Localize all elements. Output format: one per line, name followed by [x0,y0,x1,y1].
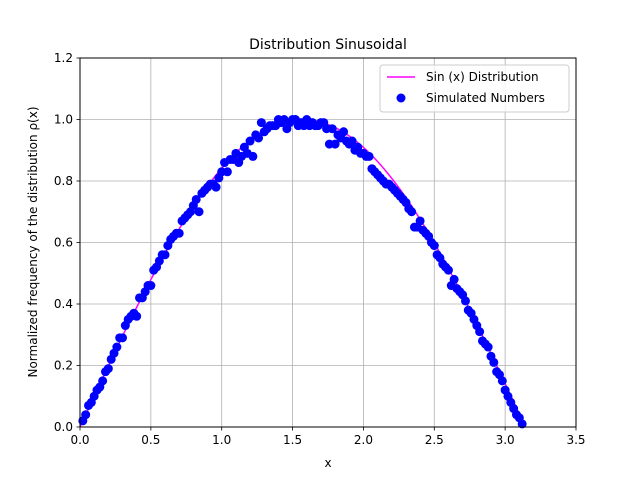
simulated-point [364,151,374,161]
simulated-point [489,357,499,367]
simulated-point [222,167,232,177]
simulated-point [475,327,485,337]
simulated-point [103,364,113,374]
simulated-point [174,228,184,238]
x-tick-label: 1.0 [212,433,231,447]
simulated-point [256,118,266,128]
x-axis: 0.0 0.5 1.0 1.5 2.0 2.5 3.0 3.5 [70,427,586,447]
simulated-point [118,333,128,343]
simulated-point [497,376,507,386]
y-tick-label: 0.8 [54,174,73,188]
simulated-point [449,274,459,284]
x-tick-label: 2.5 [425,433,444,447]
simulated-point [254,133,264,143]
simulated-point [407,207,417,217]
simulated-point [330,139,340,149]
legend-marker-sample [396,93,406,103]
simulated-point [160,250,170,260]
simulated-point [429,241,439,251]
simulated-point [112,342,122,352]
legend: Sin (x) Distribution Simulated Numbers [379,64,570,113]
simulated-point [98,376,108,386]
chart-title: Distribution Sinusoidal [249,37,407,53]
simulated-point [517,419,527,429]
simulated-point [132,311,142,321]
x-tick-label: 0.0 [70,433,89,447]
simulated-point [245,136,255,146]
y-tick-label: 0.6 [54,236,73,250]
y-axis-label: Normalized frequency of the distribution… [26,106,40,377]
simulated-point [415,216,425,226]
simulated-point [146,281,156,291]
simulated-point [211,182,221,192]
y-tick-label: 0.2 [54,359,73,373]
data-layer [78,115,527,429]
simulated-point [81,410,91,420]
x-tick-label: 2.0 [354,433,373,447]
x-tick-label: 3.0 [496,433,515,447]
simulated-point [248,151,258,161]
simulated-point [347,136,357,146]
legend-label-simulated: Simulated Numbers [426,91,545,105]
x-tick-label: 3.5 [566,433,585,447]
simulated-point [443,265,453,275]
x-tick-label: 1.5 [283,433,302,447]
y-axis: 0.0 0.2 0.4 0.6 0.8 1.0 1.2 [54,51,80,434]
simulated-point [339,127,349,137]
y-tick-label: 0.0 [54,420,73,434]
simulated-point [460,296,470,306]
x-tick-label: 0.5 [141,433,160,447]
simulated-point [194,207,204,217]
simulated-point [191,194,201,204]
x-axis-label: x [324,456,331,470]
legend-label-sin: Sin (x) Distribution [426,70,539,84]
y-tick-label: 0.4 [54,297,73,311]
simulated-point [483,342,493,352]
legend-box [379,64,570,113]
y-tick-label: 1.0 [54,113,73,127]
y-tick-label: 1.2 [54,51,73,65]
simulated-point [327,124,337,134]
